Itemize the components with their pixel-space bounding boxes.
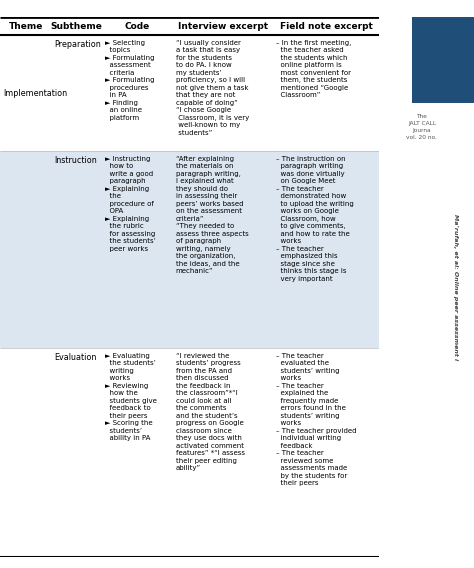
- Bar: [0, 35, 379, 152]
- Text: Code: Code: [125, 22, 150, 31]
- Bar: [0, 152, 379, 348]
- Text: The
JALT CALL
Journa
vol. 20 no.: The JALT CALL Journa vol. 20 no.: [406, 114, 438, 140]
- Text: “I usually consider
a task that is easy
for the students
to do PA. I know
my stu: “I usually consider a task that is easy …: [175, 40, 249, 136]
- Text: Theme: Theme: [9, 22, 43, 31]
- Text: – In the first meeting,
  the teacher asked
  the students which
  online platfo: – In the first meeting, the teacher aske…: [276, 40, 351, 98]
- Text: Preparation: Preparation: [54, 40, 101, 49]
- Text: – The teacher
  evaluated the
  students’ writing
  works
– The teacher
  explai: – The teacher evaluated the students’ wr…: [276, 353, 356, 486]
- Text: ► Selecting
  topics
► Formulating
  assessment
  criteria
► Formulating
  proce: ► Selecting topics ► Formulating assessm…: [105, 40, 155, 121]
- Text: Field note excerpt: Field note excerpt: [280, 22, 373, 31]
- Text: “After explaining
the materials on
paragraph writing,
I explained what
they shou: “After explaining the materials on parag…: [175, 156, 248, 274]
- Text: ► Instructing
  how to
  write a good
  paragraph
► Explaining
  the
  procedure: ► Instructing how to write a good paragr…: [105, 156, 156, 252]
- Text: Ma’rufah, et al: Online peer assessment i: Ma’rufah, et al: Online peer assessment …: [453, 214, 457, 360]
- Bar: [412, 17, 474, 103]
- Bar: [0, 17, 379, 35]
- Text: Instruction: Instruction: [54, 156, 97, 165]
- Text: Implementation: Implementation: [3, 89, 67, 98]
- Bar: [0, 348, 379, 557]
- Text: Subtheme: Subtheme: [51, 22, 103, 31]
- Text: Interview excerpt: Interview excerpt: [178, 22, 268, 31]
- Text: Evaluation: Evaluation: [54, 353, 97, 362]
- Text: ► Evaluating
  the students’
  writing
  works
► Reviewing
  how the
  students : ► Evaluating the students’ writing works…: [105, 353, 157, 441]
- Text: – The instruction on
  paragraph writing
  was done virtually
  on Google Meet
–: – The instruction on paragraph writing w…: [276, 156, 354, 282]
- Text: “I reviewed the
students’ progress
from the PA and
then discussed
the feedback i: “I reviewed the students’ progress from …: [175, 353, 245, 471]
